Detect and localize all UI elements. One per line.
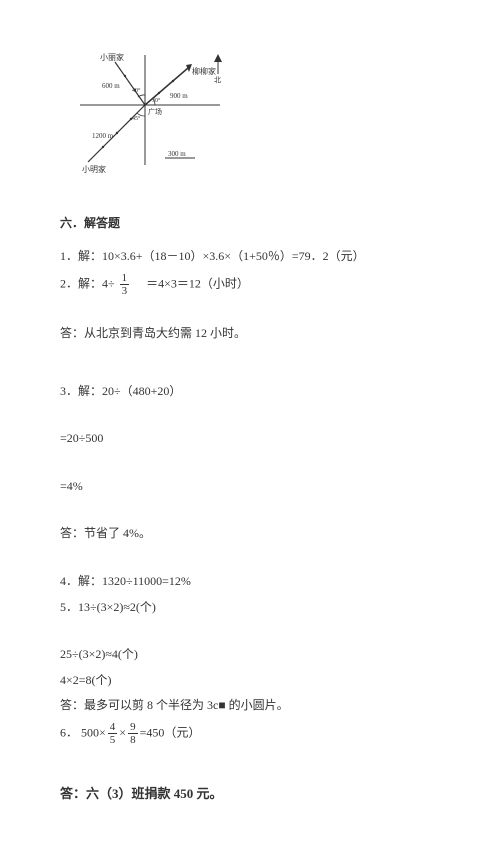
svg-text:30°: 30° xyxy=(152,97,161,104)
q6: 6． 500× 4 5 × 9 8 =450（元） xyxy=(60,721,440,746)
q2: 2．解：4÷ 1 3 ＝4×3＝12（小时） xyxy=(60,272,440,297)
q4: 4．解：1320÷11000=12% xyxy=(60,571,440,593)
dist-900: 900 m xyxy=(170,92,188,100)
q6-mid: × xyxy=(119,725,126,739)
label-right: 柳柳家 xyxy=(192,66,216,76)
dist-600: 600 m xyxy=(102,82,120,90)
q3-answer: 答：节省了 4%。 xyxy=(60,523,440,545)
label-center: 广场 xyxy=(148,107,162,116)
q1: 1．解：10×3.6+（18－10）×3.6×（1+50％）=79．2（元） xyxy=(60,246,440,268)
q2-prefix: 2．解：4÷ xyxy=(60,276,115,290)
svg-text:45°: 45° xyxy=(132,115,141,122)
label-top-left: 小丽家 xyxy=(100,52,124,62)
q3-c: =4% xyxy=(60,476,440,498)
fraction-4-5: 4 5 xyxy=(108,721,118,746)
svg-text:北: 北 xyxy=(214,76,221,84)
dist-300: 300 m xyxy=(168,150,186,158)
q5-answer: 答：最多可以剪 8 个半径为 3c■ 的小圆片。 xyxy=(60,695,440,717)
q6-answer: 答：六（3）班捐款 450 元。 xyxy=(60,782,440,805)
location-diagram: 小丽家 柳柳家 小明家 广场 600 m 900 m 1200 m 300 m … xyxy=(70,50,440,188)
q2-answer: 答：从北京到青岛大约需 12 小时。 xyxy=(60,323,440,345)
q5-a: 5．13÷(3×2)≈2(个) xyxy=(60,597,440,619)
q5-c: 4×2=8(个) xyxy=(60,670,440,692)
dist-1200: 1200 m xyxy=(92,132,114,140)
q3-a: 3．解：20÷（480+20） xyxy=(60,381,440,403)
q6-suffix: =450（元） xyxy=(140,725,201,739)
fraction-9-8: 9 8 xyxy=(128,721,138,746)
q5-b: 25÷(3×2)≈4(个) xyxy=(60,644,440,666)
q3-b: =20÷500 xyxy=(60,428,440,450)
label-bottom: 小明家 xyxy=(82,164,106,174)
q6-prefix: 6． xyxy=(60,725,78,739)
svg-text:40°: 40° xyxy=(132,87,141,94)
section-title: 六．解答题 xyxy=(60,213,440,235)
fraction-1-3: 1 3 xyxy=(120,272,130,297)
q2-suffix: ＝4×3＝12（小时） xyxy=(134,276,249,290)
q6-500: 500× xyxy=(81,725,106,739)
